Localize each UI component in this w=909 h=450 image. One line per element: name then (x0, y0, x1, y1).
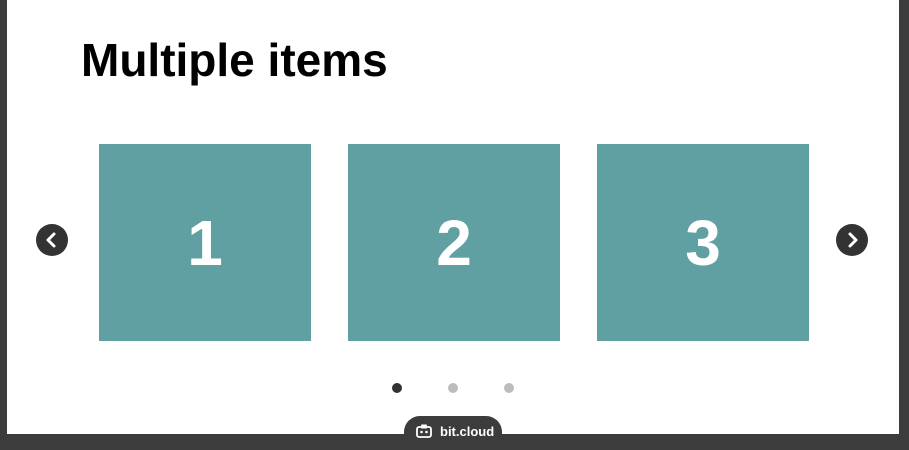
prev-arrow-button[interactable] (36, 224, 68, 256)
carousel-dot-1[interactable] (392, 383, 402, 393)
carousel-dot-3[interactable] (504, 383, 514, 393)
slide-label: 1 (187, 206, 223, 279)
carousel-slide[interactable]: 1 (99, 144, 311, 341)
page-title: Multiple items (81, 34, 388, 86)
carousel-dot-2[interactable] (448, 383, 458, 393)
carousel-slide[interactable]: 2 (348, 144, 560, 341)
badge-label: bit.cloud (440, 424, 495, 439)
bit-logo-icon (416, 424, 432, 438)
slide-label: 3 (685, 206, 721, 279)
next-arrow-button[interactable] (836, 224, 868, 256)
carousel-page: Multiple items 1 2 3 (7, 0, 899, 434)
bit-cloud-badge[interactable]: bit.cloud (404, 416, 502, 450)
slide-label: 2 (436, 206, 472, 279)
chevron-right-icon (848, 232, 858, 248)
carousel-slide[interactable]: 3 (597, 144, 809, 341)
chevron-left-icon (46, 232, 56, 248)
